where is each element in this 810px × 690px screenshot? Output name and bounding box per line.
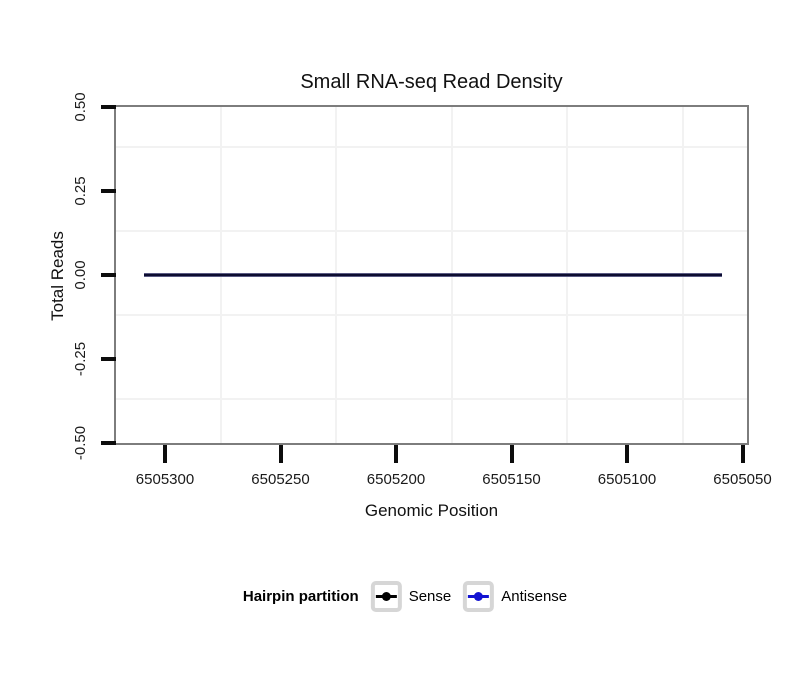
y-axis-tick (101, 189, 116, 193)
minor-gridline-horizontal (116, 398, 747, 400)
x-axis-tick (278, 445, 283, 463)
x-tick-label: 6505250 (251, 471, 310, 488)
y-tick-label: 0.00 (72, 260, 89, 290)
series-line-sense-antisense (144, 273, 722, 277)
y-axis-tick (101, 273, 116, 277)
legend-title: Hairpin partition (242, 587, 359, 605)
x-tick-label: 6505300 (135, 471, 195, 488)
y-axis-title: Total Reads (48, 231, 67, 321)
x-axis-title: Genomic Position (364, 501, 499, 520)
y-axis-tick (101, 105, 116, 109)
legend-label-sense: Sense (408, 587, 452, 605)
minor-gridline-horizontal (116, 230, 747, 232)
y-tick-label: -0.50 (72, 425, 89, 461)
x-tick-label: 6505050 (713, 471, 772, 488)
minor-gridline-horizontal (116, 146, 747, 148)
y-tick-label: -0.25 (72, 341, 89, 377)
legend-item-sense: Sense (370, 580, 452, 612)
antisense-key-icon (463, 580, 495, 612)
sense-point-glyph (381, 591, 391, 601)
x-axis-tick (394, 445, 398, 463)
plot-title: Small RNA-seq Read Density (300, 71, 563, 93)
x-axis-tick (509, 445, 514, 463)
y-tick-label: 0.25 (72, 176, 89, 206)
legend-label-antisense: Antisense (501, 587, 568, 605)
x-axis-tick (163, 445, 167, 463)
antisense-point-glyph (474, 591, 484, 601)
x-axis-tick (740, 445, 745, 463)
sense-key-icon (370, 580, 402, 612)
y-tick-label: 0.50 (72, 92, 89, 122)
x-tick-label: 6505200 (366, 471, 426, 488)
y-axis-tick (101, 441, 116, 445)
x-tick-label: 6505150 (482, 471, 541, 488)
x-axis-tick (625, 445, 629, 463)
x-tick-label: 6505100 (597, 471, 657, 488)
legend: Hairpin partition Sense Antisense (243, 576, 567, 616)
minor-gridline-horizontal (116, 314, 747, 316)
plot-panel (114, 105, 749, 445)
legend-item-antisense: Antisense (463, 580, 568, 612)
y-axis-tick (101, 357, 116, 361)
